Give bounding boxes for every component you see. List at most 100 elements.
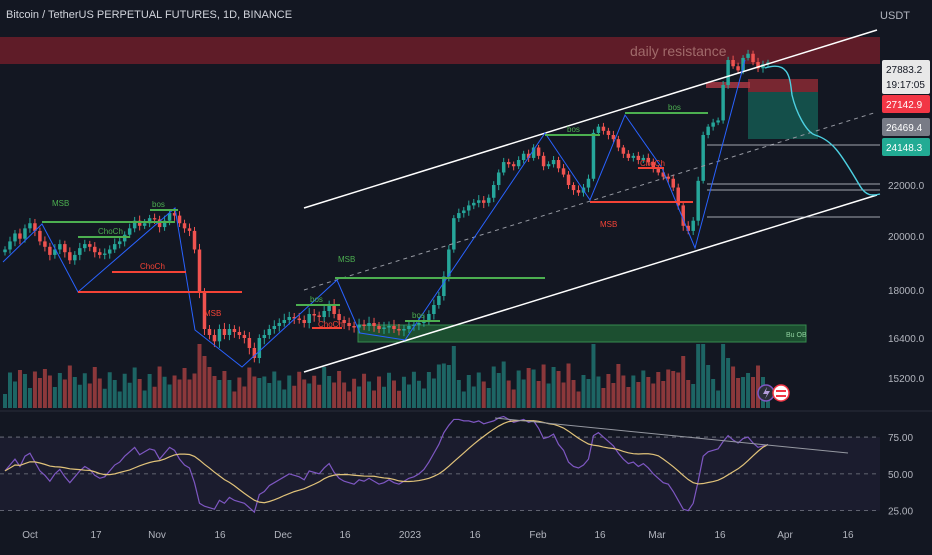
candle-body	[262, 335, 267, 338]
candle-body	[477, 200, 481, 203]
volume-bar	[751, 377, 756, 408]
chart-title: Bitcoin / TetherUS PERPETUAL FUTURES, 1D…	[6, 9, 293, 21]
rsi-tick-label: 50.00	[888, 470, 913, 481]
target-zone	[748, 92, 818, 139]
candle-body	[367, 323, 371, 326]
volume-bar	[686, 380, 691, 408]
candle-body	[586, 178, 591, 188]
volume-bar	[137, 379, 142, 408]
volume-bar	[352, 378, 357, 408]
volume-bar	[32, 371, 37, 408]
volume-bar	[616, 364, 621, 408]
candle-body	[756, 62, 760, 69]
candle-body	[437, 296, 441, 305]
volume-bar	[162, 376, 167, 408]
volume-bar	[461, 391, 466, 408]
candle-body	[28, 223, 32, 229]
volume-bar	[406, 384, 411, 408]
volume-bar	[486, 388, 491, 408]
channel-lower-line	[303, 194, 878, 373]
candle-body	[601, 126, 606, 131]
candle-body	[636, 155, 641, 160]
candle-body	[651, 162, 656, 169]
volume-bar	[372, 390, 377, 408]
rsi-tick-label: 75.00	[888, 433, 913, 444]
volume-bar	[232, 391, 237, 408]
candle-body	[232, 329, 237, 332]
volume-bar	[556, 371, 561, 408]
candle-body	[327, 305, 331, 311]
volume-bar	[317, 384, 322, 408]
candle-body	[13, 233, 17, 242]
x-tick-label: 16	[339, 530, 351, 541]
candle-body	[317, 315, 321, 317]
volume-bar	[536, 381, 541, 408]
candle-body	[352, 326, 356, 328]
candle-body	[302, 320, 306, 323]
price-badge-value: 27883.2	[886, 65, 923, 76]
volume-bar	[566, 363, 571, 408]
candle-body	[616, 139, 621, 148]
candle-body	[716, 120, 720, 123]
candle-body	[73, 254, 77, 261]
volume-bar	[347, 391, 352, 408]
volume-bar	[222, 371, 227, 408]
price-tick-label: 20000.0	[888, 232, 925, 243]
volume-bar	[257, 378, 262, 408]
candle-body	[347, 323, 351, 326]
candle-body	[48, 246, 52, 255]
candle-body	[68, 252, 72, 261]
msb-label-4: MSB	[600, 220, 617, 229]
candle-body	[506, 162, 511, 165]
volume-bar	[77, 384, 82, 408]
volume-bar	[411, 371, 416, 408]
volume-bar	[426, 372, 431, 408]
candle-body	[242, 335, 247, 338]
candle-body	[33, 223, 37, 231]
volume-bar	[212, 376, 217, 408]
choch-label-1: ChoCh	[98, 227, 123, 236]
volume-bar	[431, 378, 436, 408]
projection-path	[764, 65, 881, 196]
volume-bar	[681, 356, 686, 408]
volume-bar	[596, 376, 601, 408]
candle-body	[93, 246, 97, 253]
candle-body	[117, 241, 122, 245]
volume-bar	[192, 373, 197, 408]
price-tick-label: 22000.0	[888, 181, 925, 192]
volume-bar	[267, 383, 272, 408]
candle-body	[292, 317, 296, 319]
candle-body	[541, 155, 546, 167]
volume-bar	[741, 377, 746, 408]
candle-body	[566, 174, 571, 185]
rsi-line	[4, 415, 769, 514]
candle-body	[486, 197, 491, 203]
volume-bar	[312, 375, 317, 408]
volume-bar	[526, 368, 531, 408]
volume-bar	[42, 369, 47, 408]
x-tick-label: 16	[469, 530, 481, 541]
volume-bar	[357, 386, 362, 408]
bos-label-5: bos	[668, 103, 681, 112]
volume-bar	[122, 373, 127, 408]
volume-bar	[242, 386, 247, 408]
volume-bar	[496, 373, 501, 408]
candle-body	[322, 311, 326, 317]
candle-body	[297, 318, 301, 320]
volume-bar	[501, 361, 506, 408]
candle-body	[172, 213, 177, 216]
candle-body	[287, 317, 292, 320]
volume-bar	[102, 388, 107, 408]
volume-bar	[37, 378, 42, 408]
volume-bar	[731, 366, 736, 408]
flag-icon	[772, 384, 790, 402]
candle-body	[467, 205, 471, 211]
candle-body	[591, 132, 596, 179]
x-tick-label: Oct	[22, 530, 38, 541]
volume-bar	[396, 390, 401, 408]
volume-bar	[362, 373, 367, 408]
volume-bar	[147, 374, 152, 408]
volume-bar	[382, 386, 387, 408]
price-badge-value: 26469.4	[886, 123, 923, 134]
